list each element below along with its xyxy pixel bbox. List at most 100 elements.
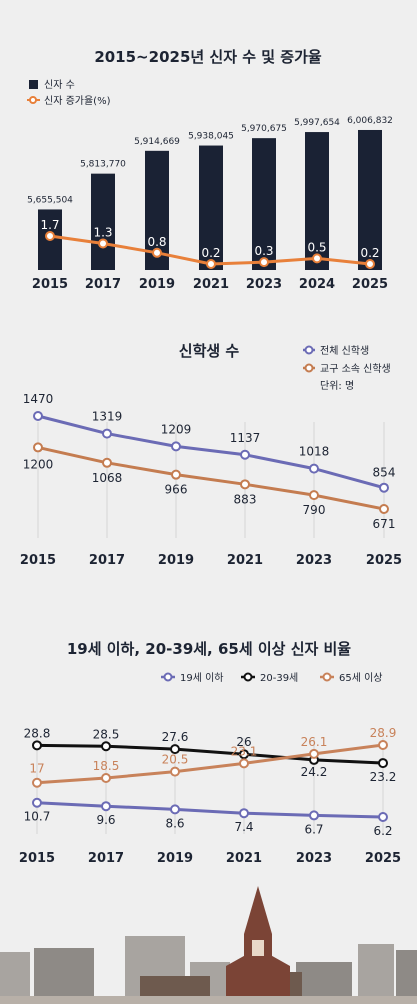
- bar: [358, 129, 382, 270]
- x-tick-label: 2023: [296, 553, 332, 568]
- series-line-1: [36, 801, 384, 819]
- bar-value-label: 5,997,654: [294, 118, 340, 128]
- data-point: [378, 740, 388, 750]
- data-point: [32, 777, 42, 788]
- x-tick-label: 2017: [88, 851, 124, 866]
- legend-20to39-label: 20-39세: [260, 672, 298, 684]
- data-label: 26.1: [301, 735, 328, 749]
- data-label: 7.4: [234, 820, 253, 834]
- data-label: 1319: [92, 410, 123, 424]
- seminarian-chart-title: 신학생 수: [179, 342, 240, 360]
- growth-rate-label: 0.2: [360, 246, 379, 260]
- data-label: 20.5: [162, 753, 189, 767]
- x-tick-label: 2015: [19, 851, 55, 866]
- data-label: 26: [236, 735, 251, 749]
- data-label: 1018: [299, 445, 330, 459]
- legend-20to39-marker: [243, 672, 253, 682]
- data-label: 6.7: [304, 822, 323, 836]
- data-label: 671: [373, 517, 396, 531]
- data-point: [171, 469, 181, 480]
- data-label: 1200: [23, 457, 54, 471]
- legend-65plus-label: 65세 이상: [339, 672, 383, 684]
- bar-value-label: 6,006,832: [347, 116, 393, 126]
- legend-diocesan-label: 교구 소속 신학생: [320, 363, 391, 375]
- legend-under19-marker: [163, 672, 173, 682]
- data-label: 1209: [161, 422, 192, 436]
- data-point: [33, 411, 43, 421]
- data-point: [378, 758, 388, 769]
- age-ratio-chart: 19세 이하, 20-39세, 65세 이상 신자 비율 19세 이하 20-3…: [19, 640, 401, 866]
- x-tick-label: 2025: [365, 851, 401, 866]
- data-label: 6.2: [373, 824, 392, 838]
- data-label: 883: [234, 492, 257, 506]
- bar-value-label: 5,655,504: [27, 195, 73, 205]
- legend-bar-swatch: [29, 80, 38, 89]
- bar: [199, 145, 223, 270]
- x-tick-label: 2021: [227, 553, 263, 568]
- data-point: [309, 490, 319, 501]
- data-label: 24.2: [301, 765, 328, 779]
- data-label: 23.2: [370, 770, 397, 784]
- data-point: [309, 463, 319, 474]
- legend-total-label: 전체 신학생: [320, 345, 369, 357]
- data-point: [101, 741, 111, 752]
- legend-bar-label: 신자 수: [44, 79, 75, 91]
- data-point: [32, 797, 42, 808]
- bar-value-label: 5,813,770: [80, 160, 126, 170]
- data-point: [379, 482, 389, 493]
- x-tick-label: 2025: [352, 277, 388, 292]
- legend-line-marker: [29, 96, 37, 104]
- newcomers-chart-title: 2015~2025년 신자 수 및 증가율: [94, 48, 322, 66]
- data-label: 17: [29, 762, 44, 776]
- x-tick-label: 2023: [296, 851, 332, 866]
- x-tick-label: 2025: [366, 553, 402, 568]
- x-tick-label: 2021: [193, 277, 229, 292]
- x-tick-label: 2019: [139, 277, 175, 292]
- legend-under19-label: 19세 이하: [180, 671, 224, 684]
- newcomers-chart: 2015~2025년 신자 수 및 증가율 신자 수 신자 증가율(%) 5,6…: [27, 48, 393, 292]
- unit-label: 단위: 명: [320, 379, 354, 392]
- x-tick-label: 2017: [85, 277, 121, 292]
- growth-rate-label: 1.7: [40, 218, 59, 232]
- data-point: [33, 442, 43, 453]
- data-label: 18.5: [93, 759, 120, 773]
- x-tick-label: 2021: [226, 851, 262, 866]
- data-label: 10.7: [24, 810, 51, 824]
- data-point: [102, 428, 112, 439]
- x-tick-label: 2023: [246, 277, 282, 292]
- data-label: 27.6: [162, 730, 189, 744]
- series-line-1: [37, 414, 385, 490]
- growth-rate-label: 0.2: [201, 246, 220, 260]
- growth-rate-point: [259, 257, 269, 268]
- data-point: [239, 749, 249, 760]
- growth-rate-point: [98, 238, 108, 249]
- data-point: [32, 740, 42, 751]
- data-point: [171, 441, 181, 452]
- legend-line-label: 신자 증가율(%): [44, 95, 111, 107]
- bar: [305, 132, 329, 270]
- city-skyline-illustration: [0, 886, 417, 1004]
- growth-rate-point: [45, 231, 55, 241]
- data-label: 1470: [23, 392, 54, 406]
- series-line-2: [37, 445, 385, 511]
- growth-rate-label: 1.3: [93, 225, 112, 239]
- x-tick-label: 2019: [157, 851, 193, 866]
- data-label: 854: [373, 466, 396, 480]
- data-point: [309, 810, 319, 821]
- bar: [91, 173, 115, 270]
- age-ratio-chart-title: 19세 이하, 20-39세, 65세 이상 신자 비율: [67, 640, 351, 658]
- legend-total-marker: [304, 345, 314, 355]
- data-point: [240, 479, 250, 490]
- data-point: [170, 804, 180, 815]
- data-point: [309, 748, 319, 759]
- data-point: [101, 772, 111, 783]
- data-point: [170, 744, 180, 755]
- x-tick-label: 2019: [158, 553, 194, 568]
- bar-value-label: 5,938,045: [188, 132, 234, 142]
- data-point: [240, 449, 250, 460]
- x-tick-label: 2015: [32, 277, 68, 292]
- growth-rate-label: 0.3: [254, 244, 273, 258]
- growth-rate-label: 0.8: [147, 235, 166, 249]
- data-label: 8.6: [165, 816, 184, 830]
